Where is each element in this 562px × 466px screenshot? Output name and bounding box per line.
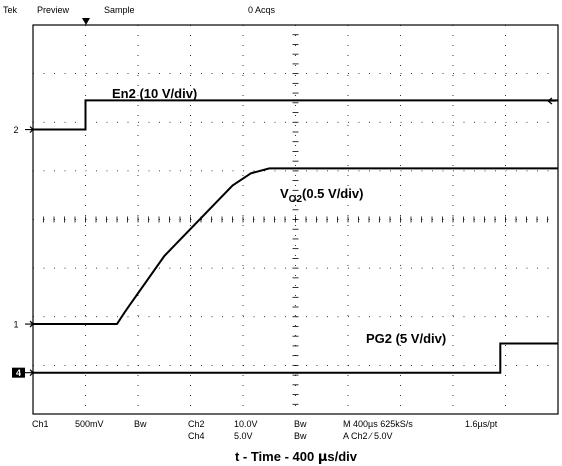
channel-markers: 2 1 4 [12, 125, 34, 378]
x-axis-title-suffix: s/div [327, 449, 357, 464]
trigger-level-icon [547, 97, 556, 105]
vo2-label-main: V [280, 186, 289, 201]
marker-number: 2 [13, 125, 18, 135]
marker-number: 1 [13, 320, 18, 330]
pg2-trace-label: PG2 (5 V/div) [366, 331, 446, 346]
marker-number: 4 [16, 368, 21, 378]
ch1-label: Ch1 [32, 419, 49, 429]
vo2-label-rest: (0.5 V/div) [302, 186, 363, 201]
en2-marker: 2 [13, 125, 34, 135]
graticule [32, 24, 559, 415]
mode-label: Preview [37, 5, 70, 15]
vo2-trace [33, 167, 558, 325]
x-axis-title: t - Time - 400 µs/div [235, 449, 358, 465]
ch2-scale: 10.0V [234, 419, 258, 429]
en2-trace-label: En2 (10 V/div) [112, 86, 197, 101]
pg2-marker: 4 [12, 367, 34, 378]
ch1-scale: 500mV [75, 419, 104, 429]
timebase-readout: M 400µs 625kS/s [343, 419, 413, 429]
pg2-trace [33, 342, 558, 374]
x-axis-title-prefix: t - Time - 400 [235, 449, 318, 464]
vo2-trace-label: VO2(0.5 V/div) [280, 186, 363, 205]
ch4-label: Ch4 [188, 431, 205, 441]
en2-label-text: En2 (10 V/div) [112, 86, 197, 101]
ch4-scale: 5.0V [234, 431, 253, 441]
ch1-bw: Bw [134, 419, 147, 429]
traces [33, 99, 558, 374]
record-readout: 1.6µs/pt [465, 419, 498, 429]
pg2-label-text: PG2 (5 V/div) [366, 331, 446, 346]
vo2-marker: 1 [13, 320, 34, 330]
marker-arrow-icon [25, 369, 34, 377]
marker-arrow-icon [25, 126, 34, 133]
ch4-bw: Bw [294, 431, 307, 441]
x-axis-title-mu: µ [318, 450, 328, 465]
en2-trace [33, 99, 558, 131]
marker-arrow-icon [25, 320, 34, 328]
trigger-readout: A Ch2 ⁄ 5.0V [343, 431, 393, 441]
ch2-bw: Bw [294, 419, 307, 429]
vo2-label-sub: O2 [289, 194, 303, 205]
marker-box [12, 367, 25, 378]
acqs-label: 0 Acqs [248, 5, 276, 15]
brand-label: Tek [3, 5, 18, 15]
ch2-label: Ch2 [188, 419, 205, 429]
trigger-position-icon [82, 18, 90, 25]
acq-mode-label: Sample [104, 5, 135, 15]
